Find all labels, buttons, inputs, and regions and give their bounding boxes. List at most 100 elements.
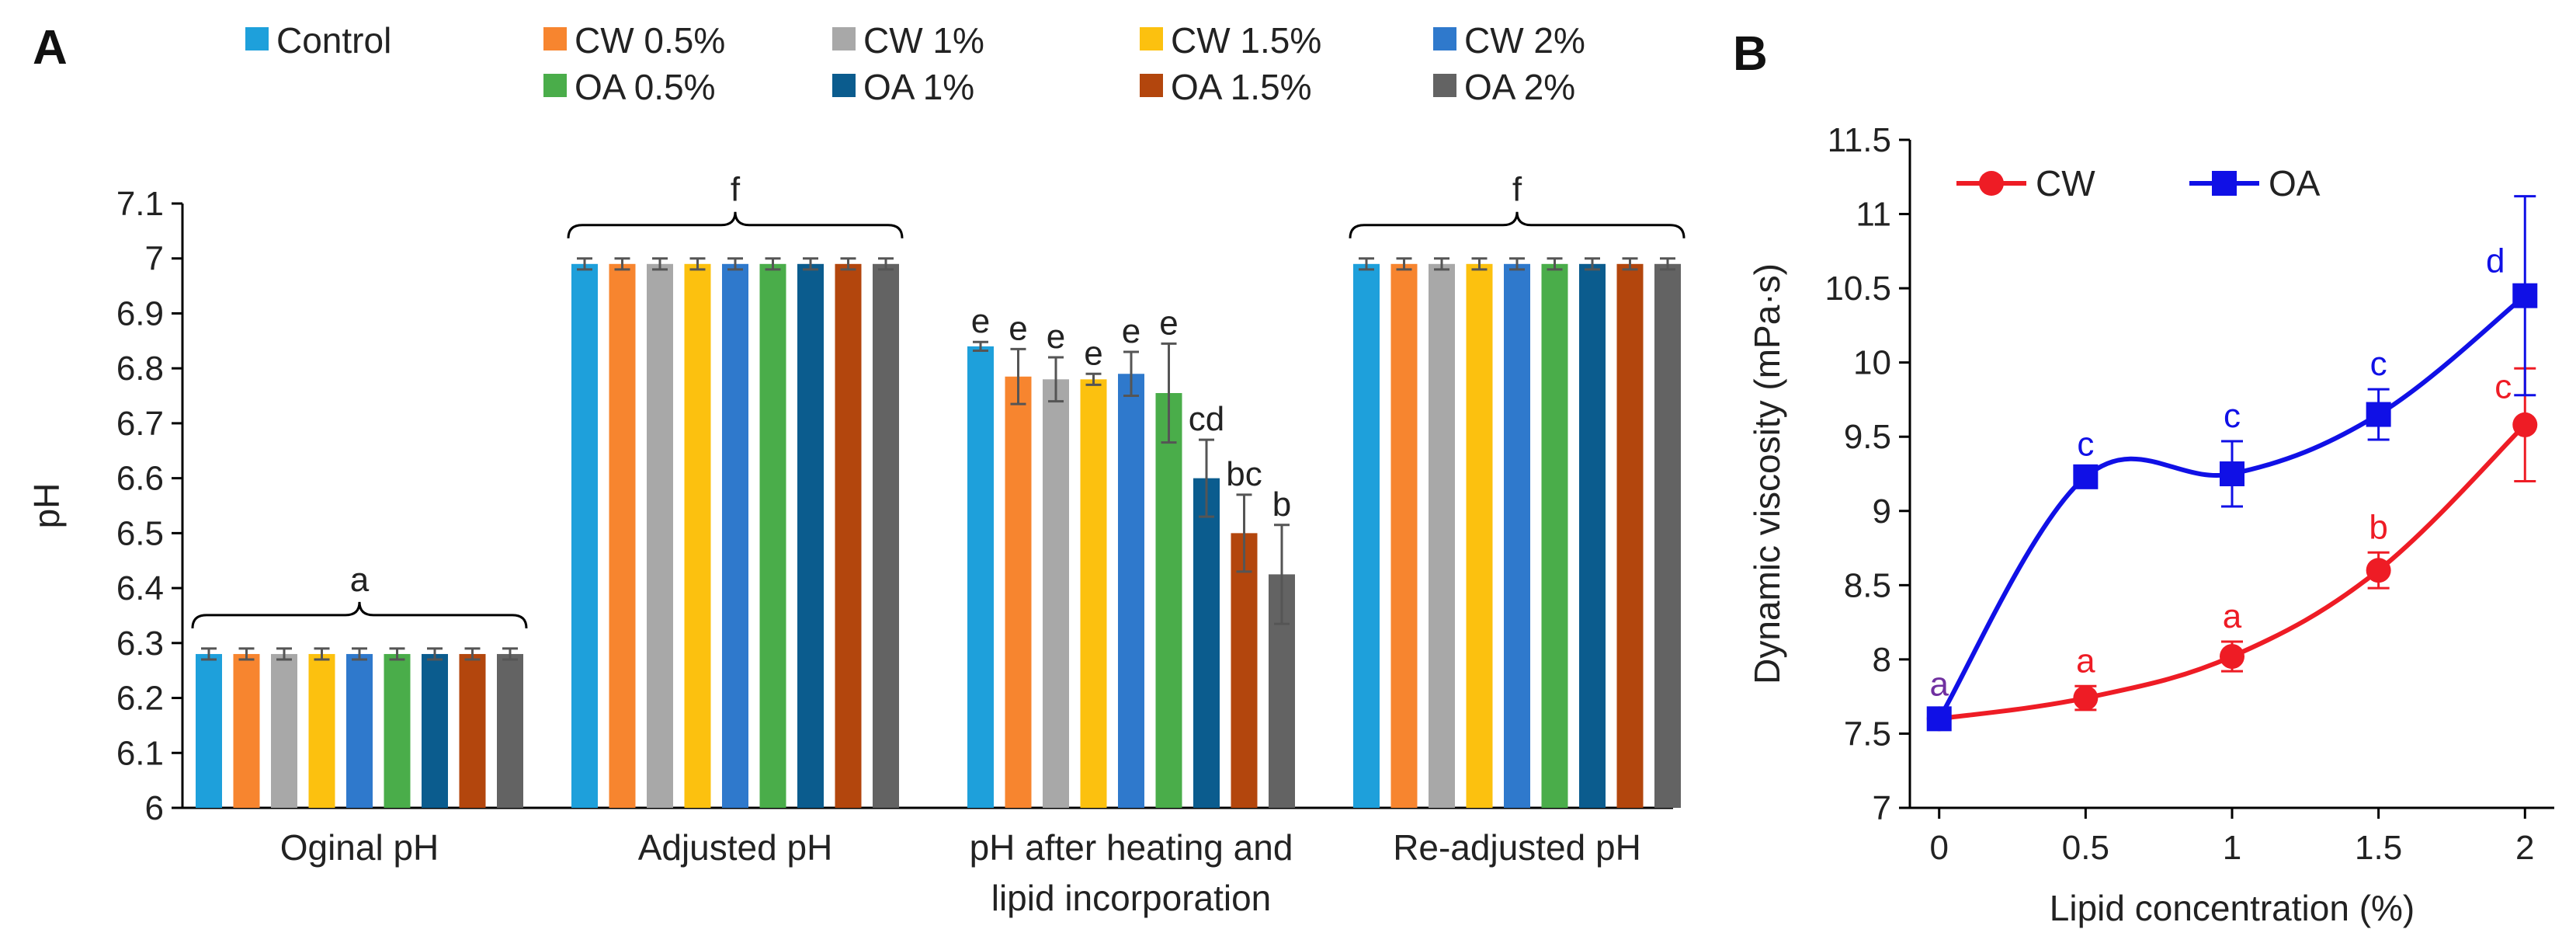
significance-letter-cw: b [2369, 508, 2387, 546]
group-letter: a [350, 561, 370, 599]
legend-swatch [543, 74, 567, 97]
legend-label: OA 1.5% [1171, 67, 1312, 107]
category-label-line2: lipid incorporation [991, 878, 1272, 918]
y-tick-label-a: 6.7 [116, 405, 164, 443]
x-tick-label-b: 0.5 [2062, 829, 2109, 867]
y-tick-label-a: 6.1 [116, 734, 164, 772]
bar-cw-1--group2 [647, 263, 673, 808]
point-oa [2073, 464, 2099, 489]
y-tick-label-b: 9.5 [1844, 418, 1891, 456]
bar-oa-1-5--group1 [459, 653, 486, 808]
bar-cw-0-5--group2 [609, 263, 636, 808]
legend-panel-a: Control CW 0.5% CW 1% CW 1.5% CW 2% OA 0.5% OA… [245, 20, 1585, 107]
point-cw [2512, 412, 2538, 437]
x-tick-label-b: 1.5 [2355, 829, 2402, 867]
point-oa [1926, 706, 1952, 732]
legend-label: CW 1% [863, 20, 984, 61]
group-bracket [567, 211, 904, 238]
bar-cw-0-5--group3 [1005, 376, 1032, 809]
x-axis-title-b: Lipid concentration (%) [2050, 888, 2415, 928]
significance-letter-oa: c [2077, 425, 2094, 463]
legend-label-cw: CW [2036, 163, 2095, 204]
significance-letter: e [1122, 312, 1140, 350]
legend-label: OA 2% [1464, 67, 1575, 107]
y-tick-label-b: 10.5 [1824, 270, 1891, 308]
bar-cw-0-5--group4 [1390, 263, 1418, 808]
x-tick-label-b: 1 [2223, 829, 2241, 867]
chart-panel-a: 6 6.1 6.2 6.3 6.4 6.5 6.6 6.7 6.8 6.9 7 7.1 Oginal p… [116, 171, 1686, 918]
bar-oa-1-5--group3 [1231, 533, 1258, 808]
point-cw [2366, 558, 2391, 583]
bar-cw-2--group1 [346, 653, 373, 808]
significance-letter: e [1047, 318, 1065, 356]
bar-cw-1--group4 [1429, 263, 1455, 808]
y-tick-label-a: 6.6 [116, 460, 164, 498]
legend-swatch [245, 27, 269, 50]
legend-label: OA 1% [863, 67, 974, 107]
bar-cw-1-5--group3 [1080, 379, 1107, 808]
bar-cw-2--group4 [1504, 263, 1530, 808]
panel-label-a: A [33, 21, 68, 75]
significance-letter-cw: a [2076, 642, 2095, 680]
bar-control-group1 [196, 653, 222, 808]
bar-cw-2--group2 [722, 263, 748, 808]
bar-oa-2--group1 [497, 653, 523, 808]
bar-oa-0-5--group1 [384, 653, 411, 808]
category-label: Adjusted pH [638, 827, 833, 868]
significance-letter: b [1272, 485, 1291, 524]
y-tick-label-b: 9 [1873, 492, 1891, 531]
panel-label-b: B [1733, 27, 1768, 81]
significance-letter-oa: c [2224, 397, 2241, 435]
bar-cw-1-5--group2 [684, 263, 711, 808]
bar-oa-1--group1 [422, 653, 448, 808]
significance-letter-cw: c [2494, 367, 2512, 405]
group-letter: f [1512, 171, 1522, 209]
series-line-oa [1937, 294, 2527, 720]
bar-control-group3 [967, 346, 994, 809]
bar-cw-1--group1 [271, 653, 297, 808]
bar-oa-1-5--group4 [1616, 263, 1644, 808]
group-bracket [191, 601, 528, 628]
group-bracket [1349, 211, 1686, 238]
point-oa [2512, 283, 2538, 308]
bar-oa-1--group2 [797, 263, 824, 808]
category-label: Re-adjusted pH [1393, 827, 1641, 868]
bar-oa-1-5--group2 [835, 263, 862, 808]
y-tick-label-a: 6.3 [116, 625, 164, 663]
significance-letter: e [971, 302, 990, 340]
legend-label: CW 1.5% [1171, 20, 1321, 61]
bar-control-group2 [571, 263, 598, 808]
point-oa [2366, 402, 2391, 427]
legend-swatch [1140, 27, 1163, 50]
legend-swatch [832, 74, 856, 97]
x-tick-label-b: 2 [2515, 829, 2534, 867]
y-tick-label-b: 10 [1853, 344, 1891, 382]
y-tick-label-b: 8.5 [1844, 566, 1891, 604]
category-label: pH after heating and [970, 827, 1293, 868]
legend-swatch [832, 27, 856, 50]
y-tick-label-a: 6.2 [116, 680, 164, 718]
bar-control-group4 [1353, 263, 1380, 808]
legend-label-oa: OA [2269, 163, 2321, 204]
legend-label: CW 2% [1464, 20, 1585, 61]
x-tick-label-b: 0 [1929, 829, 1948, 867]
y-axis-title-b: Dynamic viscosity (mPa·s) [1747, 263, 1787, 684]
significance-letter: e [1009, 309, 1027, 347]
bar-oa-1--group3 [1193, 478, 1220, 808]
y-tick-label-a: 6.4 [116, 569, 164, 607]
bar-oa-0-5--group4 [1541, 263, 1568, 808]
y-tick-label-b: 7 [1873, 789, 1891, 827]
bar-cw-1-5--group4 [1466, 263, 1493, 808]
legend-swatch [1140, 74, 1163, 97]
significance-letter-oa: c [2370, 345, 2387, 383]
bar-oa-0-5--group3 [1155, 393, 1182, 808]
y-tick-label-a: 6.5 [116, 514, 164, 552]
bar-oa-1--group4 [1579, 263, 1606, 808]
point-cw [2220, 644, 2244, 670]
bar-cw-1--group3 [1043, 379, 1069, 808]
bar-oa-0-5--group2 [759, 263, 786, 808]
significance-letter: e [1084, 334, 1102, 372]
y-tick-label-a: 6.8 [116, 350, 164, 388]
